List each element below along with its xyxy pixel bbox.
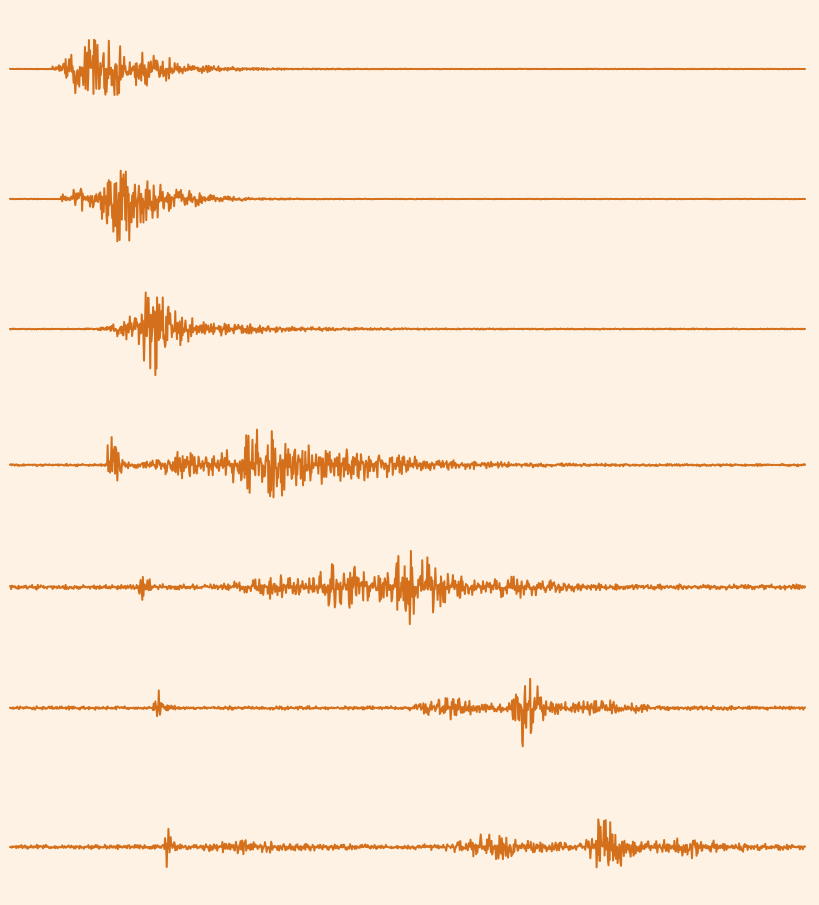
seismic-trace-1 (9, 38, 806, 96)
seismic-trace-7 (9, 818, 806, 869)
seismic-trace-5 (9, 550, 806, 626)
seismic-trace-2 (9, 169, 806, 243)
seismic-trace-3 (9, 291, 806, 377)
seismic-trace-4 (9, 428, 806, 499)
seismic-trace-6 (9, 677, 806, 748)
